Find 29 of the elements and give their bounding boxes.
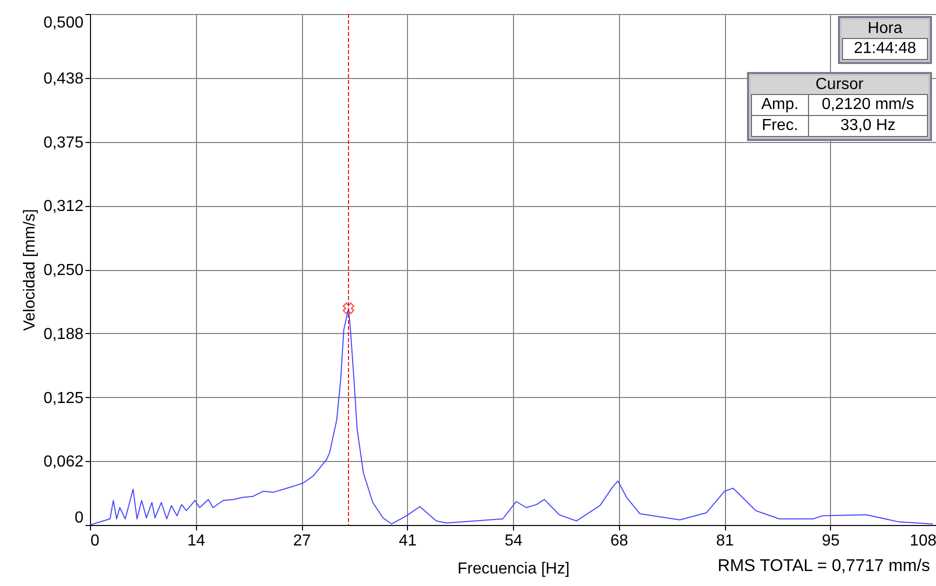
y-tick-label: 0,500 — [43, 14, 84, 32]
x-tick-label: 41 — [398, 532, 417, 550]
y-tick-label: 0,125 — [43, 390, 84, 407]
y-tick-label: 0,375 — [43, 134, 84, 152]
y-tick-label: 0,250 — [43, 262, 84, 279]
y-tick-label: 0,062 — [43, 454, 84, 471]
annotation: 33,0 Hz — [808, 116, 928, 136]
x-tick-label: 108 — [910, 532, 936, 550]
text: RMS TOTAL = 0,7717 mm/s — [718, 556, 930, 576]
annotation: Cursor — [751, 76, 928, 94]
x-tick-label: 27 — [293, 532, 311, 550]
annotation: Amp. — [752, 94, 808, 116]
x-tick-label: 81 — [716, 532, 734, 550]
annotation: 21:44:48 — [842, 38, 928, 60]
y-tick-label: 0,188 — [43, 326, 84, 343]
annotation: Hora — [842, 20, 928, 38]
y-axis-title: Velocidad [mm/s] — [21, 209, 38, 331]
x-tick-label: 95 — [822, 532, 840, 550]
clock-readout-panel: Hora 21:44:48 — [838, 16, 932, 64]
annotation: Frec. — [752, 116, 808, 136]
x-axis-title: Frecuencia [Hz] — [457, 560, 570, 578]
x-tick-label: 14 — [187, 532, 206, 550]
annotation: 0,2120 mm/s — [808, 94, 928, 116]
y-tick-label: 0 — [74, 510, 84, 526]
x-tick-label: 0 — [90, 532, 100, 550]
y-tick-label: 0,312 — [43, 198, 84, 216]
x-tick-label: 54 — [504, 532, 522, 550]
y-tick-label: 0,438 — [43, 70, 84, 88]
x-tick-label: 68 — [610, 532, 628, 550]
